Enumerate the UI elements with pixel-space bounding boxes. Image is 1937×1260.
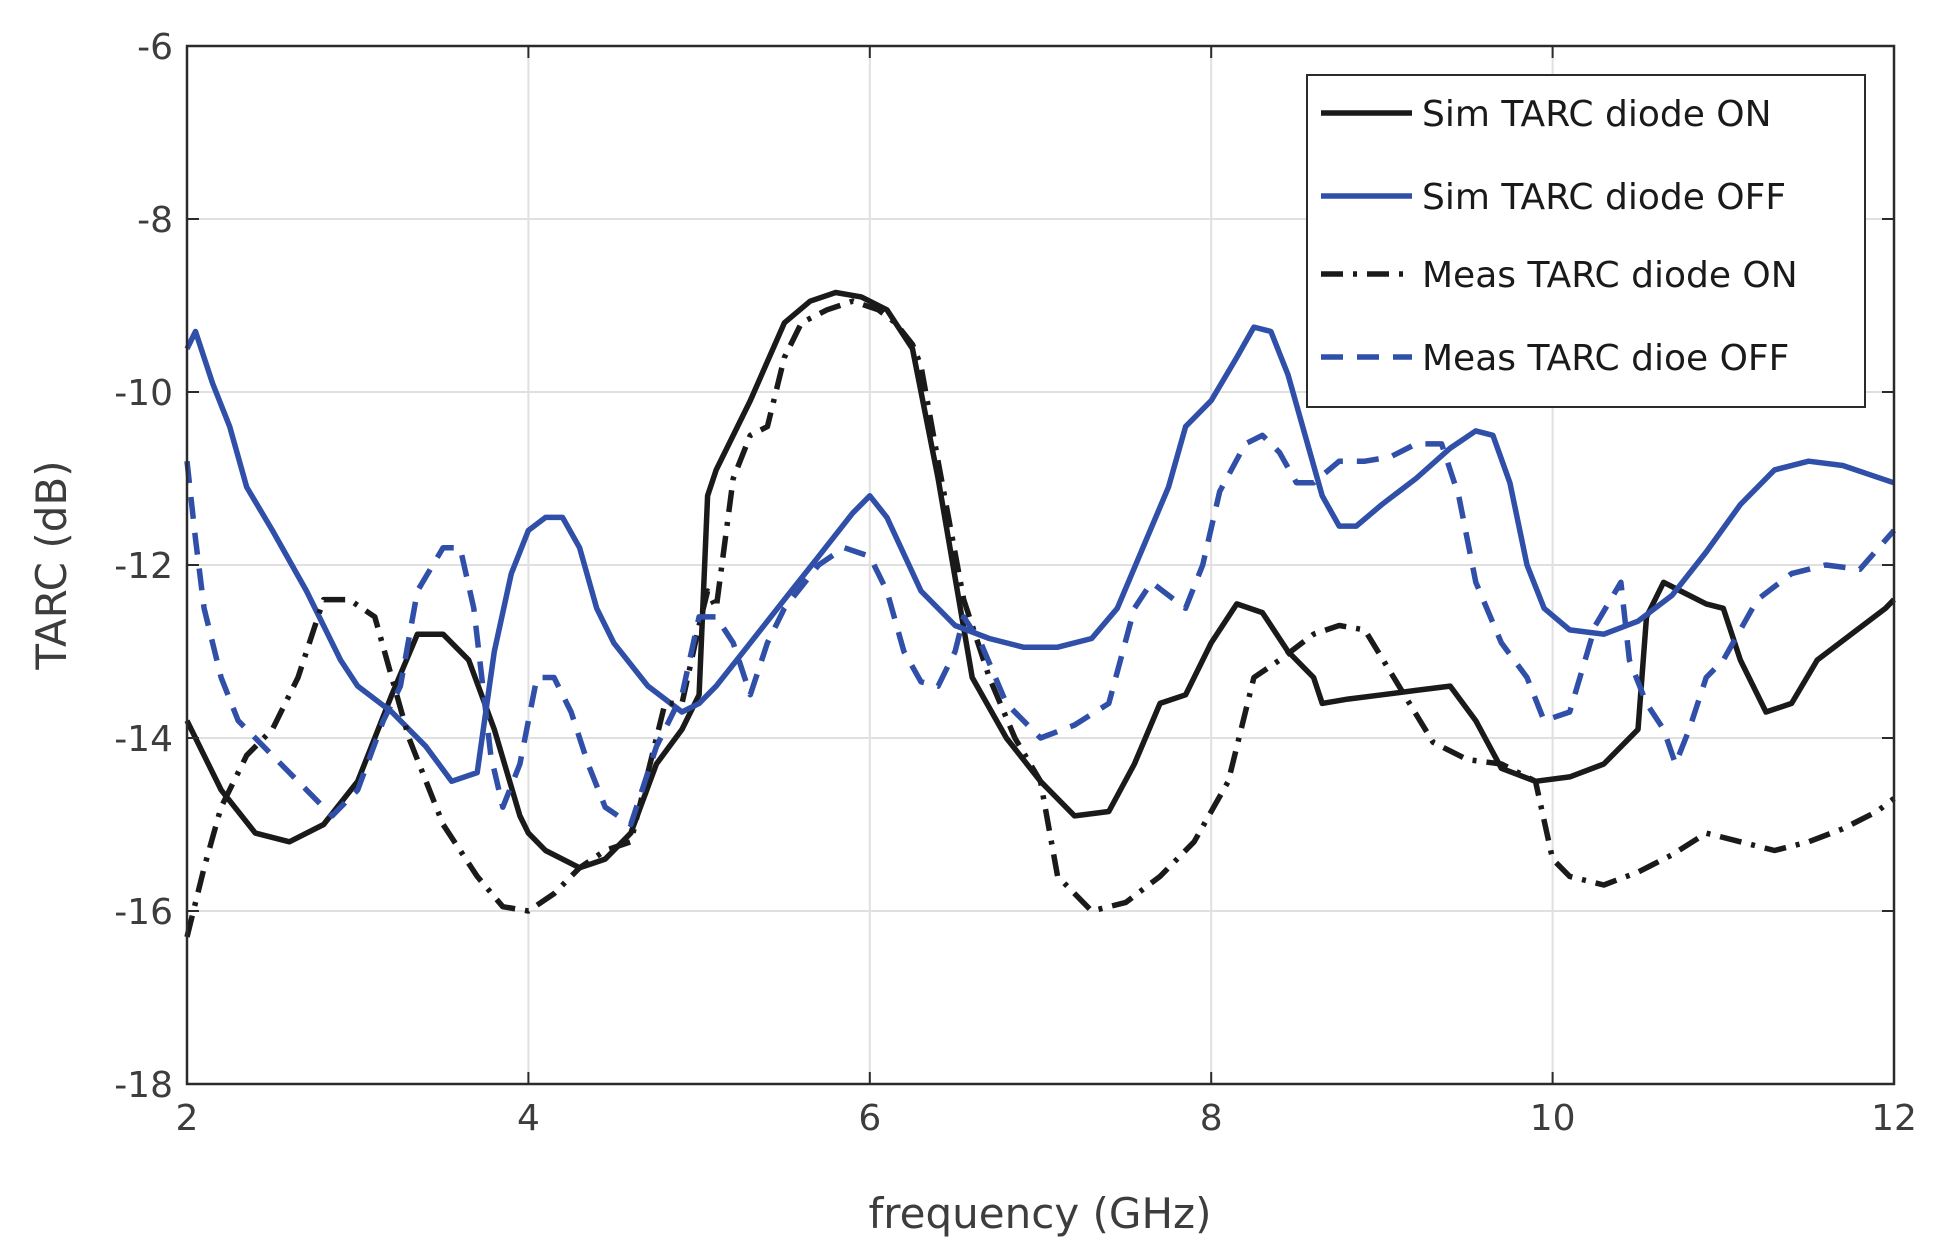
x-tick-label: 10 (1530, 1098, 1576, 1139)
series-lines (184, 289, 1897, 938)
series-line-4 (184, 432, 1897, 828)
legend-label-4: Meas TARC dioe OFF (1422, 338, 1789, 379)
y-tick-label: -8 (137, 200, 173, 241)
y-axis-label: TARC (dB) (27, 460, 76, 670)
y-tick-label: -18 (114, 1065, 173, 1106)
legend-label-3: Meas TARC diode ON (1422, 255, 1798, 296)
y-tick-label: -10 (114, 373, 173, 414)
y-tick-label: -12 (114, 546, 173, 587)
x-tick-label: 12 (1871, 1098, 1917, 1139)
x-tick-label: 6 (858, 1098, 881, 1139)
x-axis-label: frequency (GHz) (869, 1189, 1212, 1238)
y-tick-label: -16 (114, 892, 173, 933)
y-tick-label: -6 (137, 27, 173, 68)
legend: Sim TARC diode ON Sim TARC diode OFF Meas … (1306, 74, 1866, 408)
legend-label-1: Sim TARC diode ON (1422, 94, 1772, 135)
x-tick-label: 4 (517, 1098, 540, 1139)
legend-label-2: Sim TARC diode OFF (1422, 177, 1786, 218)
x-tick-label: 2 (176, 1098, 199, 1139)
series-line-2 (184, 324, 1895, 785)
series-line-3 (184, 298, 1896, 938)
axis-ticks: 2 4 6 8 10 12 -18 -16 -14 -12 -10 -8 -6 (114, 27, 1917, 1139)
legend-box (1306, 74, 1866, 408)
x-tick-label: 8 (1200, 1098, 1223, 1139)
y-tick-label: -14 (114, 719, 173, 760)
